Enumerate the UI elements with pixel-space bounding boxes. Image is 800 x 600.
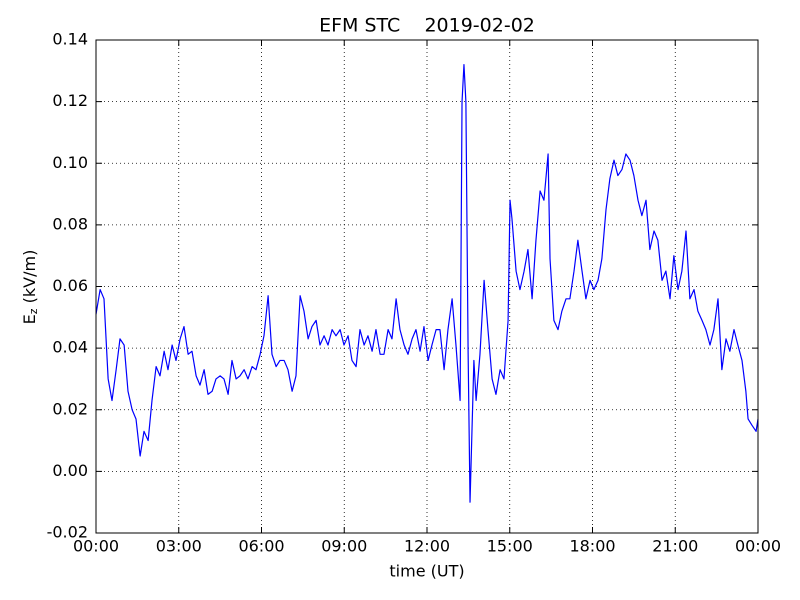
x-tick-label: 03:00 [156,537,202,556]
y-tick-label: -0.02 [47,523,88,542]
y-axis-label-unit: (kV/m) [20,250,39,309]
y-tick-label: 0.02 [52,399,88,418]
x-tick-label: 09:00 [321,537,367,556]
chart-title: EFM STC 2019-02-02 [319,15,535,37]
y-axis-label-main: E [20,314,39,324]
x-tick-label: 00:00 [73,537,119,556]
y-axis-label-sub: z [27,308,40,314]
y-tick-label: 0.00 [52,461,88,480]
data-line [95,64,759,503]
y-tick-label: 0.06 [52,276,88,295]
x-tick-label: 15:00 [487,537,533,556]
y-tick-label: 0.14 [52,30,88,49]
x-tick-label: 00:00 [735,537,781,556]
x-tick-label: 06:00 [238,537,284,556]
x-tick-label: 12:00 [404,537,450,556]
y-tick-label: 0.04 [52,338,88,357]
y-tick-label: 0.08 [52,214,88,233]
y-axis-label: Ez (kV/m) [20,250,41,325]
x-axis-label: time (UT) [389,562,464,581]
x-tick-label: 21:00 [652,537,698,556]
plot-frame [95,39,759,534]
y-tick-label: 0.10 [52,153,88,172]
y-tick-label: 0.12 [52,91,88,110]
x-tick-label: 18:00 [569,537,615,556]
